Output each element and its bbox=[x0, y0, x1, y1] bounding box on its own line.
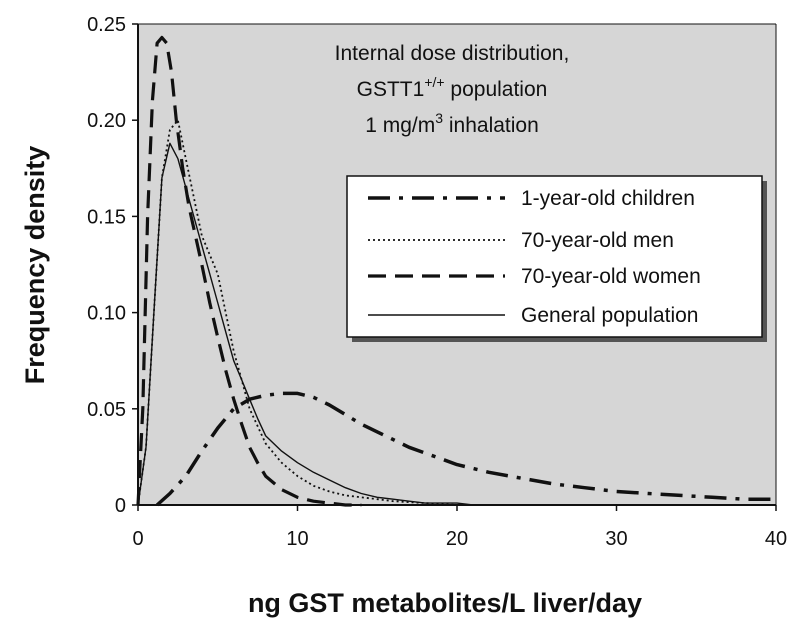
annotation-line-1: Internal dose distribution, bbox=[335, 42, 570, 65]
chart-annotation: Internal dose distribution, GSTT1+/+ pop… bbox=[335, 42, 570, 137]
y-axis-label: Frequency density bbox=[20, 146, 50, 385]
x-axis-label: ng GST metabolites/L liver/day bbox=[248, 588, 642, 618]
legend-box bbox=[346, 175, 763, 338]
x-tick-label: 0 bbox=[132, 528, 143, 550]
y-tick-label: 0.15 bbox=[87, 206, 126, 228]
legend-label-70-year-old-men: 70-year-old men bbox=[521, 229, 674, 252]
series-line-70-year-old-men bbox=[137, 119, 458, 506]
legend-label-general-population: General population bbox=[521, 304, 698, 327]
x-tick-label: 40 bbox=[765, 528, 787, 550]
series-line-70-year-old-women bbox=[136, 35, 362, 507]
legend-label-70-year-old-women: 70-year-old women bbox=[521, 265, 701, 288]
legend-label-1-year-old-children: 1-year-old children bbox=[521, 187, 695, 210]
series-line-1-year-old-children bbox=[155, 391, 776, 507]
x-tick-label: 30 bbox=[605, 528, 627, 550]
y-tick-label: 0.10 bbox=[87, 303, 126, 325]
y-tick-label: 0.05 bbox=[87, 399, 126, 421]
y-tick-label: 0.20 bbox=[87, 110, 126, 132]
y-tick-label: 0.25 bbox=[87, 14, 126, 36]
annotation-line-3: 1 mg/m3 inhalation bbox=[365, 110, 539, 137]
y-tick-label: 0 bbox=[115, 495, 126, 517]
series-line-general-population bbox=[137, 142, 473, 506]
legend: 1-year-old children 70-year-old men 70-yea… bbox=[346, 175, 767, 342]
annotation-line-2: GSTT1+/+ population bbox=[357, 74, 548, 101]
x-tick-label: 10 bbox=[286, 528, 308, 550]
x-tick-label: 20 bbox=[446, 528, 468, 550]
